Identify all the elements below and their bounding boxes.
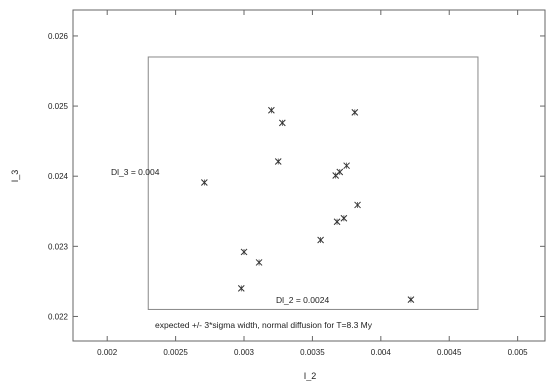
data-point [278, 119, 286, 127]
x-axis-ticks: 0.002 0.0025 0.003 0.0035 0.004 0.0045 0.005 [97, 10, 528, 357]
expected-width-box [147, 56, 479, 310]
y-tick-label: 0.024 [48, 172, 69, 181]
box-caption: expected +/- 3*sigma width, normal diffu… [155, 320, 373, 330]
data-point [317, 236, 324, 244]
dl2-annotation: Dl_2 = 0.0024 [276, 295, 329, 305]
data-point [255, 259, 263, 266]
x-tick-label: 0.002 [97, 348, 118, 357]
x-tick-label: 0.0045 [437, 348, 462, 357]
dl3-annotation: Dl_3 = 0.004 [111, 167, 160, 177]
data-point [407, 296, 415, 303]
y-tick-label: 0.026 [48, 32, 69, 41]
data-point [343, 162, 350, 170]
data-point [351, 109, 359, 116]
y-axis-label: I_3 [10, 170, 20, 183]
x-tick-label: 0.004 [371, 348, 392, 357]
data-point [237, 285, 245, 292]
data-point [200, 179, 208, 186]
x-axis-label: I_2 [304, 371, 317, 381]
plot-frame [72, 9, 546, 342]
x-tick-label: 0.003 [234, 348, 255, 357]
data-point [240, 248, 248, 256]
data-point [354, 201, 361, 209]
y-tick-label: 0.022 [48, 312, 69, 321]
x-tick-label: 0.0035 [300, 348, 325, 357]
y-tick-label: 0.025 [48, 102, 69, 111]
data-point [333, 218, 341, 226]
x-tick-label: 0.005 [508, 348, 529, 357]
x-tick-label: 0.0025 [163, 348, 188, 357]
data-point [268, 106, 275, 114]
data-points [200, 106, 415, 303]
y-tick-label: 0.023 [48, 242, 69, 251]
data-point [274, 158, 282, 165]
y-axis-ticks: 0.022 0.023 0.024 0.025 0.026 [48, 32, 545, 321]
data-point [340, 214, 348, 222]
data-point [336, 168, 344, 176]
